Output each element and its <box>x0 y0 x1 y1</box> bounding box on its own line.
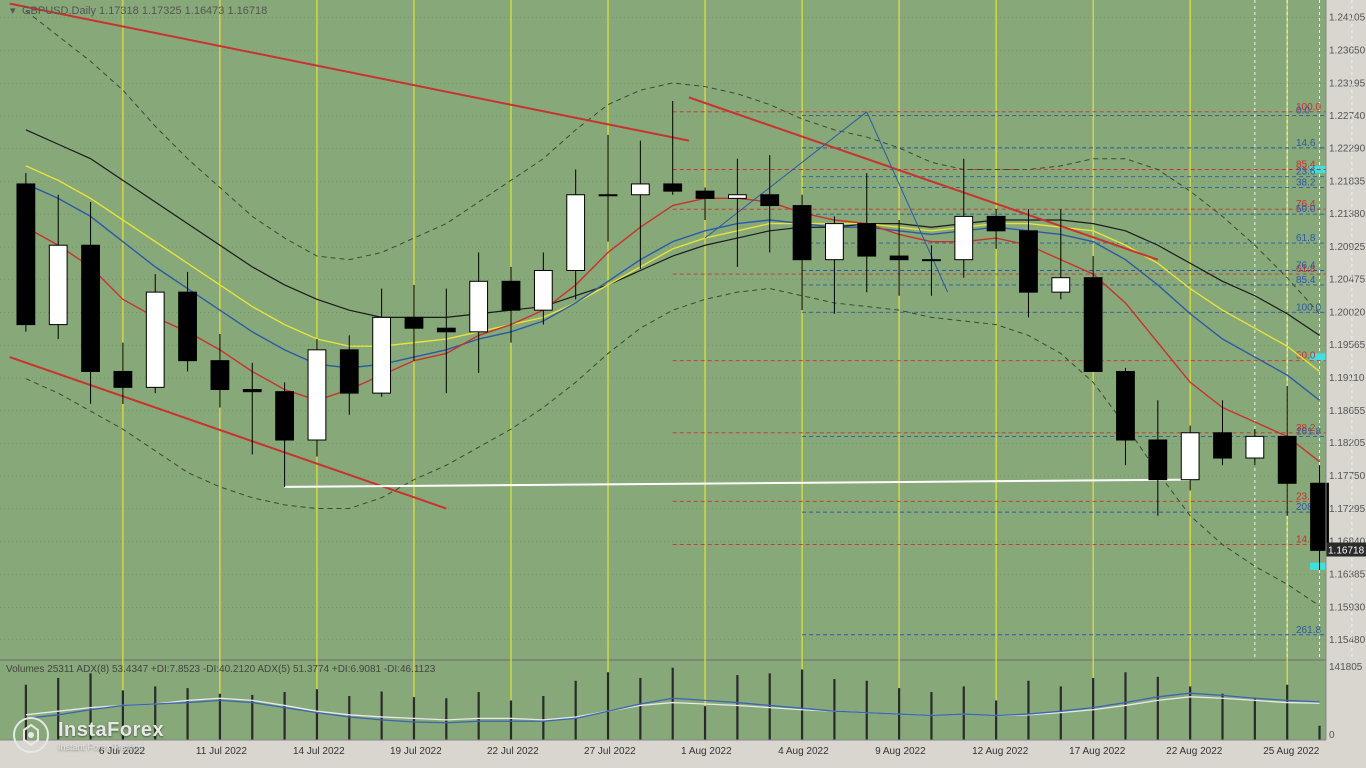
candle-body[interactable] <box>1117 371 1135 440</box>
x-tick-label: 1 Aug 2022 <box>681 746 732 757</box>
indicator-y-tick: 141805 <box>1329 662 1363 673</box>
candle-body[interactable] <box>534 270 552 310</box>
candle-body[interactable] <box>437 328 455 332</box>
candle-body[interactable] <box>890 256 908 260</box>
fib-label: 261.8 <box>1296 625 1321 636</box>
price-highlight <box>1310 563 1326 570</box>
candle-body[interactable] <box>340 350 358 393</box>
candle-body[interactable] <box>49 245 67 324</box>
candle-body[interactable] <box>664 184 682 191</box>
candle-body[interactable] <box>114 371 132 387</box>
candle-body[interactable] <box>1149 440 1167 480</box>
fib-label: 14.6 <box>1296 138 1316 149</box>
y-tick-label: 1.15930 <box>1329 602 1366 613</box>
y-tick-label: 1.23650 <box>1329 45 1366 56</box>
x-tick-label: 17 Aug 2022 <box>1069 746 1126 757</box>
candle-body[interactable] <box>405 317 423 328</box>
logo-icon <box>12 716 50 754</box>
x-tick-label: 22 Aug 2022 <box>1166 746 1223 757</box>
candle-body[interactable] <box>179 292 197 361</box>
candle-body[interactable] <box>761 195 779 206</box>
candle-body[interactable] <box>599 195 617 196</box>
y-tick-label: 1.22290 <box>1329 144 1366 155</box>
candle-body[interactable] <box>211 361 229 390</box>
x-tick-label: 14 Jul 2022 <box>293 746 345 757</box>
chart-title: GBPUSD,Daily 1.17318 1.17325 1.16473 1.1… <box>22 5 267 17</box>
x-tick-label: 11 Jul 2022 <box>196 746 247 757</box>
candle-body[interactable] <box>1052 278 1070 292</box>
x-tick-label: 4 Aug 2022 <box>778 746 829 757</box>
fib-label: 38.2 <box>1296 178 1316 189</box>
fib-label: 50.0 <box>1296 204 1316 215</box>
x-tick-label: 12 Aug 2022 <box>972 746 1029 757</box>
y-tick-label: 1.24105 <box>1329 13 1366 24</box>
candle-body[interactable] <box>308 350 326 440</box>
candle-body[interactable] <box>793 206 811 260</box>
candle-body[interactable] <box>146 292 164 387</box>
indicator-title: Volumes 25311 ADX(8) 53.4347 +DI:7.8523 … <box>6 664 436 675</box>
candle-body[interactable] <box>82 245 100 371</box>
x-tick-label: 19 Jul 2022 <box>390 746 442 757</box>
candle-body[interactable] <box>696 191 714 198</box>
fib-label: 0.0 <box>1296 105 1310 116</box>
y-tick-label: 1.20475 <box>1329 275 1366 286</box>
candle-body[interactable] <box>826 224 844 260</box>
fib-label: 23.6 <box>1296 167 1316 178</box>
x-tick-label: 9 Aug 2022 <box>875 746 926 757</box>
candle-body[interactable] <box>1181 433 1199 480</box>
candle-body[interactable] <box>728 195 746 199</box>
candle-body[interactable] <box>243 390 261 392</box>
fib-label: 85.4 <box>1296 275 1316 286</box>
y-tick-label: 1.21835 <box>1329 176 1366 187</box>
candle-body[interactable] <box>1020 231 1038 292</box>
y-tick-label: 1.15480 <box>1329 635 1366 646</box>
candle-body[interactable] <box>923 260 941 261</box>
fib-label: 76.4 <box>1296 260 1316 271</box>
watermark-logo: InstaForex Instant Forex Trading <box>12 716 164 754</box>
y-tick-label: 1.19565 <box>1329 340 1366 351</box>
y-tick-label: 1.16385 <box>1329 570 1366 581</box>
candle-body[interactable] <box>470 281 488 331</box>
y-tick-label: 1.20020 <box>1329 307 1366 318</box>
y-tick-label: 1.19110 <box>1329 373 1365 384</box>
y-tick-label: 1.17295 <box>1329 504 1366 515</box>
indicator-y-tick: 0 <box>1329 730 1335 741</box>
logo-sub: Instant Forex Trading <box>58 742 164 752</box>
candle-body[interactable] <box>1246 436 1264 458</box>
y-tick-label: 1.17750 <box>1329 471 1366 482</box>
fib-label: 161.8 <box>1296 426 1321 437</box>
logo-brand: InstaForex <box>58 719 164 742</box>
y-tick-label: 1.23195 <box>1329 78 1366 89</box>
candle-body[interactable] <box>373 317 391 393</box>
candle-body[interactable] <box>502 281 520 310</box>
dropdown-icon[interactable]: ▾ <box>10 5 16 17</box>
y-tick-label: 1.22740 <box>1329 111 1366 122</box>
x-tick-label: 22 Jul 2022 <box>487 746 539 757</box>
candle-body[interactable] <box>17 184 35 325</box>
candle-body[interactable] <box>567 195 585 271</box>
main-plot[interactable] <box>0 0 1326 660</box>
candle-body[interactable] <box>987 216 1005 230</box>
candle-body[interactable] <box>1084 278 1102 372</box>
candle-body[interactable] <box>1214 433 1232 458</box>
y-tick-label: 1.18205 <box>1329 438 1366 449</box>
price-tag-value: 1.16718 <box>1328 546 1365 557</box>
y-tick-label: 1.18655 <box>1329 406 1366 417</box>
candle-body[interactable] <box>276 392 294 440</box>
candle-body[interactable] <box>631 184 649 195</box>
x-tick-label: 27 Jul 2022 <box>584 746 636 757</box>
y-tick-label: 1.21380 <box>1329 209 1366 220</box>
y-tick-label: 1.20925 <box>1329 242 1366 253</box>
candle-body[interactable] <box>1278 436 1296 483</box>
fib-label: 61.8 <box>1296 233 1316 244</box>
candle-body[interactable] <box>955 216 973 259</box>
x-tick-label: 25 Aug 2022 <box>1263 746 1320 757</box>
chart-root: 1.24105 1.23650 1.23195 1.22740 1.22290 1.218… <box>0 0 1366 768</box>
chart-svg: 1.24105 1.23650 1.23195 1.22740 1.22290 1.218… <box>0 0 1366 768</box>
candle-body[interactable] <box>858 224 876 256</box>
